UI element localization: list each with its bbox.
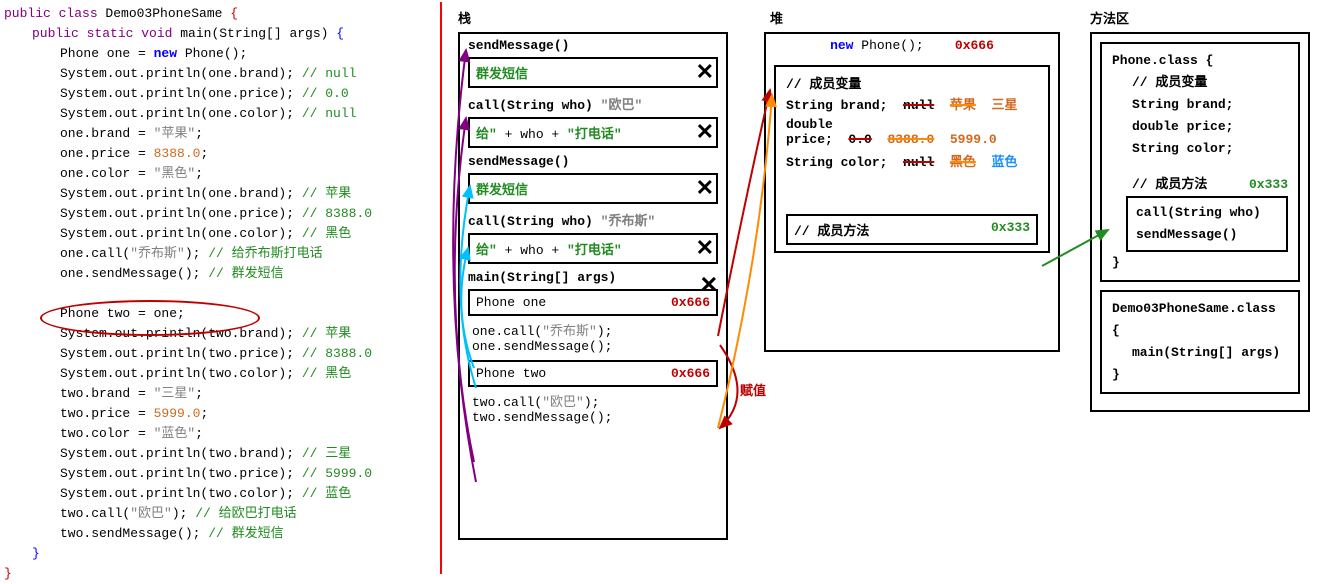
- code-panel: public class Demo03PhoneSame { public st…: [4, 4, 434, 584]
- frame-calls: two.call("欧巴"); two.sendMessage();✕: [468, 387, 718, 429]
- code-line: System.out.println(one.price); // 8388.0: [4, 204, 434, 224]
- frame-content: Phone two0x666: [468, 360, 718, 387]
- frame-title: main(String[] args): [468, 268, 718, 287]
- x-icon: ✕: [696, 236, 714, 262]
- stack-frame: sendMessage() 群发短信✕: [460, 34, 726, 90]
- code-line: System.out.println(one.brand); // 苹果: [4, 184, 434, 204]
- x-icon: ✕: [696, 176, 714, 202]
- frame-content: 群发短信✕: [468, 173, 718, 204]
- code-line: one.sendMessage(); // 群发短信: [4, 264, 434, 284]
- stack-box: sendMessage() 群发短信✕ call(String who) "欧巴…: [458, 32, 728, 540]
- heap-method-ref: // 成员方法0x333: [786, 214, 1038, 245]
- code-line: System.out.println(one.color); // 黑色: [4, 224, 434, 244]
- frame-content: Phone one0x666: [468, 289, 718, 316]
- heap-field: String color; null 黑色 蓝色: [786, 149, 1038, 172]
- frame-title: call(String who) "欧巴": [468, 92, 718, 115]
- code-line: two.call("欧巴"); // 给欧巴打电话: [4, 504, 434, 524]
- code-line: one.call("乔布斯"); // 给乔布斯打电话: [4, 244, 434, 264]
- code-line: Phone one = new Phone();: [4, 44, 434, 64]
- heap-label: 堆: [770, 8, 783, 27]
- code-line: System.out.println(two.price); // 8388.0: [4, 344, 434, 364]
- stack-frame: call(String who) "欧巴" 给" + who + "打电话"✕: [460, 90, 726, 150]
- code-line: System.out.println(two.price); // 5999.0: [4, 464, 434, 484]
- stack-frame: sendMessage() 群发短信✕: [460, 150, 726, 206]
- code-line: two.sendMessage(); // 群发短信: [4, 524, 434, 544]
- code-line: System.out.println(two.brand); // 三星: [4, 444, 434, 464]
- frame-content: 群发短信✕: [468, 57, 718, 88]
- code-line: }: [4, 544, 434, 564]
- code-line: public class Demo03PhoneSame {: [4, 4, 434, 24]
- code-line: two.color = "蓝色";: [4, 424, 434, 444]
- stack-frame: call(String who) "乔布斯" 给" + who + "打电话"✕: [460, 206, 726, 266]
- stack-label: 栈: [458, 8, 471, 27]
- code-line: one.price = 8388.0;: [4, 144, 434, 164]
- heap-field: String brand; null 苹果 三星: [786, 92, 1038, 115]
- frame-title: sendMessage(): [468, 36, 718, 55]
- code-line: System.out.println(two.color); // 黑色: [4, 364, 434, 384]
- code-line: }: [4, 564, 434, 584]
- x-icon: ✕: [696, 60, 714, 86]
- method-area-box: Phone.class { // 成员变量 String brand; doub…: [1090, 32, 1310, 412]
- divider-line: [440, 2, 442, 574]
- code-line: System.out.println(one.brand); // null: [4, 64, 434, 84]
- method-area-label: 方法区: [1090, 8, 1129, 27]
- stack-frame-main: main(String[] args) Phone one0x666 one.c…: [460, 266, 726, 431]
- code-line: System.out.println(two.brand); // 苹果: [4, 324, 434, 344]
- frame-content: 给" + who + "打电话"✕: [468, 117, 718, 148]
- frame-title: sendMessage(): [468, 152, 718, 171]
- heap-box: new Phone(); 0x666 // 成员变量 String brand;…: [764, 32, 1060, 352]
- heap-field: double price; 0.0 8388.0 5999.0: [786, 115, 1038, 149]
- heap-new-label: new Phone(); 0x666: [766, 34, 1058, 57]
- assign-label: 赋值: [740, 380, 766, 399]
- code-line: System.out.println(one.price); // 0.0: [4, 84, 434, 104]
- frame-title: call(String who) "乔布斯": [468, 208, 718, 231]
- frame-calls: one.call("乔布斯"); one.sendMessage();✕: [468, 316, 718, 358]
- code-line: public static void main(String[] args) {: [4, 24, 434, 44]
- phone-class-def: Phone.class { // 成员变量 String brand; doub…: [1100, 42, 1300, 282]
- code-line: System.out.println(two.color); // 蓝色: [4, 484, 434, 504]
- heap-object: // 成员变量 String brand; null 苹果 三星 double …: [774, 65, 1050, 253]
- heap-comment: // 成员变量: [786, 73, 1038, 92]
- demo-class-def: Demo03PhoneSame.class { main(String[] ar…: [1100, 290, 1300, 394]
- code-line: one.color = "黑色";: [4, 164, 434, 184]
- code-line: two.brand = "三星";: [4, 384, 434, 404]
- x-icon: ✕: [700, 273, 718, 299]
- frame-content: 给" + who + "打电话"✕: [468, 233, 718, 264]
- x-icon: ✕: [696, 120, 714, 146]
- code-line: two.price = 5999.0;: [4, 404, 434, 424]
- code-line: System.out.println(one.color); // null: [4, 104, 434, 124]
- code-line: one.brand = "苹果";: [4, 124, 434, 144]
- code-line: [4, 284, 434, 304]
- code-line: Phone two = one;: [4, 304, 434, 324]
